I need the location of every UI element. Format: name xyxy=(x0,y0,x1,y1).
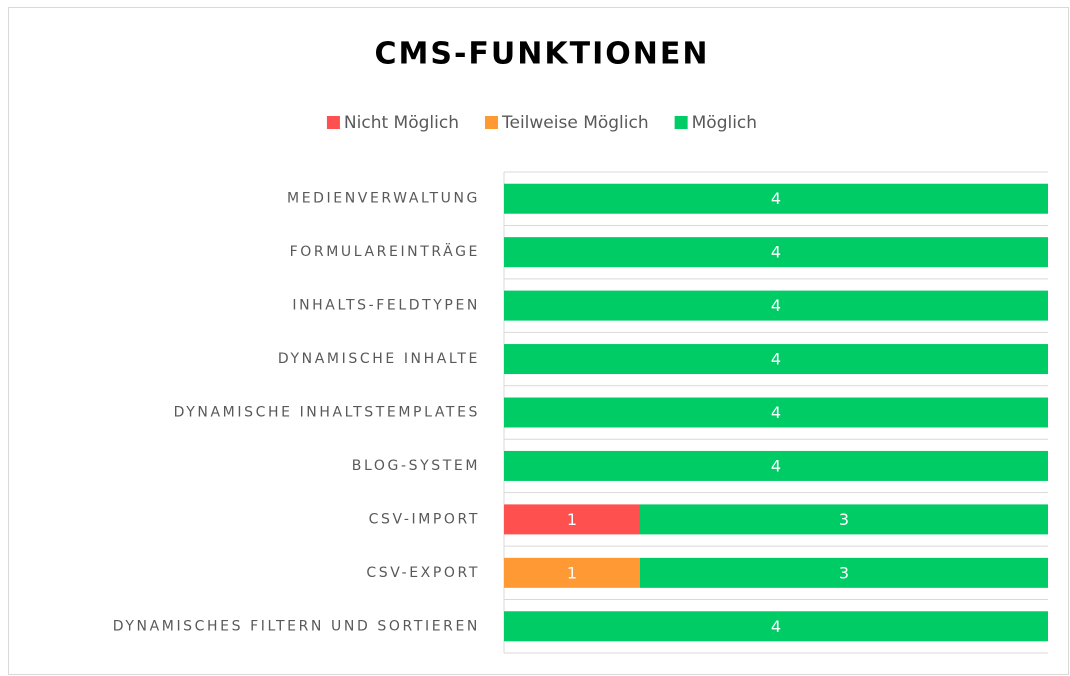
data-label: 4 xyxy=(771,617,781,636)
legend-swatch xyxy=(674,116,688,129)
data-label: 3 xyxy=(839,510,849,529)
data-label: 1 xyxy=(567,510,577,529)
data-label: 4 xyxy=(771,243,781,262)
legend-item: Möglich xyxy=(674,113,757,133)
legend-label: Nicht Möglich xyxy=(344,113,459,133)
bar-segment xyxy=(640,504,1048,535)
y-tick-label: INHALTS-FELDTYPEN xyxy=(292,298,480,314)
legend-label: Teilweise Möglich xyxy=(501,113,649,133)
legend-item: Teilweise Möglich xyxy=(484,113,649,133)
bar-segment xyxy=(504,557,640,588)
y-tick-label: CSV-EXPORT xyxy=(366,565,480,581)
bar-segment xyxy=(504,611,1048,642)
y-tick-label: BLOG-SYSTEM xyxy=(352,458,480,474)
data-label: 1 xyxy=(567,563,577,582)
legend-label: Möglich xyxy=(692,113,757,133)
bar-segment xyxy=(504,397,1048,428)
data-label: 4 xyxy=(771,296,781,315)
y-tick-label: DYNAMISCHE INHALTE xyxy=(278,351,480,367)
y-tick-label: FORMULAREINTRÄGE xyxy=(290,242,480,260)
chart-title: CMS-FUNKTIONEN xyxy=(375,37,710,72)
bar-segment xyxy=(504,290,1048,321)
y-tick-label: CSV-IMPORT xyxy=(369,511,480,527)
data-label: 3 xyxy=(839,563,849,582)
legend-swatch xyxy=(484,116,498,129)
data-label: 4 xyxy=(771,456,781,475)
data-label: 4 xyxy=(771,189,781,208)
legend-swatch xyxy=(326,116,340,129)
chart-border xyxy=(8,7,1069,675)
bar-segment xyxy=(640,557,1048,588)
y-tick-label: MEDIENVERWALTUNG xyxy=(287,191,480,207)
bar-segment xyxy=(504,504,640,535)
legend-item: Nicht Möglich xyxy=(326,113,459,133)
y-tick-label: DYNAMISCHES FILTERN UND SORTIEREN xyxy=(113,618,480,634)
bar-segment xyxy=(504,344,1048,375)
y-tick-label: DYNAMISCHE INHALTSTEMPLATES xyxy=(174,405,480,421)
data-label: 4 xyxy=(771,350,781,369)
bar-segment xyxy=(504,450,1048,481)
bar-segment xyxy=(504,183,1048,214)
bar-segment xyxy=(504,237,1048,268)
data-label: 4 xyxy=(771,403,781,422)
